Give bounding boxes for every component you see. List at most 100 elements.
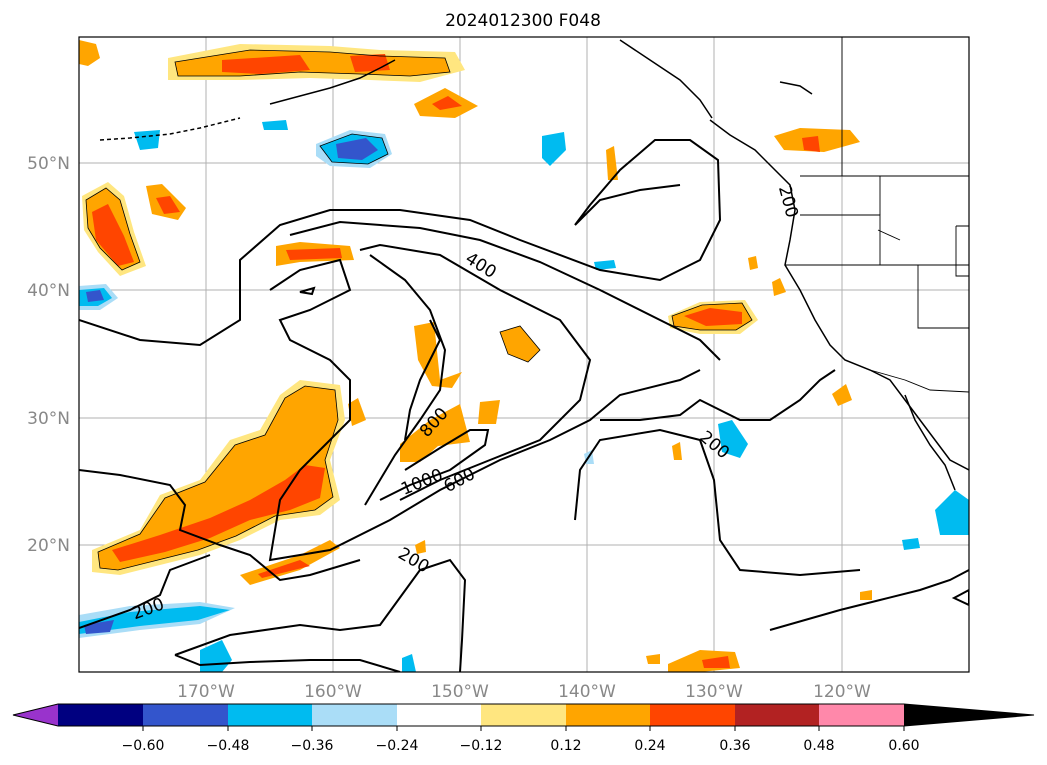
colorbar-segment-4 [312,704,397,726]
colorbar: −0.60 −0.48 −0.36 −0.24 −0.12 0.12 0.24 … [12,703,1035,754]
fill-south-small [672,442,682,460]
colorbar-label-8: 0.36 [719,738,750,754]
contour-800 [364,254,447,506]
map-area [79,37,969,672]
coastline-aleutians [269,59,396,105]
lon-label-140w: 140°W [558,682,616,702]
coastline-north-america [709,119,969,471]
colorbar-segment-6 [481,704,566,726]
coastline-alaska-pan [619,39,713,119]
border-lake [877,229,901,241]
outline-sw-band [97,385,339,571]
border-states-4 [917,265,969,329]
contour-200-southeast [574,428,861,577]
lon-label-150w: 150°W [431,682,489,702]
contour-200-edge [951,588,969,607]
map-title: 2024012300 F048 [445,11,601,31]
colorbar-segment-8 [650,704,735,726]
lat-label-40n: 40°N [27,281,70,301]
political-borders [785,37,969,393]
outline-west-blob [85,187,141,271]
border-states-5 [955,225,969,277]
fill-center-small-mid [500,326,540,362]
contour-400 [289,220,721,361]
contour-lines [79,139,969,672]
fill-sw-neg-strong [84,620,114,634]
fill-south-east-small [860,590,872,600]
lon-label-120w: 120°W [813,682,871,702]
fill-se-neg [935,490,969,535]
coastlines [99,39,969,491]
fill-sw-band-strong [112,465,325,562]
colorbar-label-1: −0.60 [122,738,165,754]
fill-north-neg-strong [336,138,378,160]
contour-600 [359,243,592,501]
colorbar-ticks [142,726,905,731]
contour-200-sw-2 [79,554,211,629]
colorbar-extend-high [904,704,1034,726]
fill-south-edge-strong [702,656,730,668]
colorbar-label-5: −0.12 [460,738,503,754]
fill-nw-neg [134,130,160,150]
colorbar-segment-3 [228,704,312,726]
colorbar-segment-1 [58,704,143,726]
fill-north-band-strong-2 [350,54,390,72]
colorbar-segment-2 [143,704,228,726]
colorbar-outline [12,703,1035,727]
map-frame [78,36,970,673]
colorbar-segment-9 [735,704,819,726]
fill-center-small-2 [348,398,366,426]
lon-label-160w: 160°W [304,682,362,702]
negative-anomaly-fills [79,120,969,672]
fill-outlines [85,49,753,571]
colorbar-extend-low [13,704,58,726]
contour-1000 [379,429,490,501]
contour-200-north [79,139,722,347]
fill-northcenter-strong [432,96,462,110]
border-us-mexico [869,369,969,393]
colorbar-label-4: −0.24 [376,738,419,754]
fill-nw-corner [79,40,100,66]
gridlines [79,37,969,672]
contour-200-east [600,369,836,421]
contour-inner-2 [404,319,442,441]
border-states-1 [800,214,969,266]
fill-ne-blob-strong [802,136,820,152]
fill-sw-neg-mid [79,606,230,634]
colorbar-label-6: 0.12 [550,738,581,754]
coastline-baja [904,394,956,491]
fill-center-bar-strong [286,248,342,260]
colorbar-segment-5 [397,704,481,726]
fill-center-vertical-mid [414,322,462,388]
lat-label-30n: 30°N [27,409,70,429]
fill-east-blob-strong [684,308,742,326]
fill-se-neg-2 [902,538,920,550]
fill-west-blob-strong [92,204,134,266]
contour-200-south [174,558,467,672]
fill-vertical-small [606,146,618,180]
colorbar-label-7: 0.24 [634,738,665,754]
lat-label-50n: 50°N [27,154,70,174]
colorbar-label-2: −0.48 [207,738,250,754]
contour-200-sw [79,469,361,582]
fill-west-blob2-strong [156,196,180,214]
colorbar-segment-10 [819,704,904,726]
fill-sw-band-mid [98,386,338,570]
outline-center-small [499,325,541,363]
contour-200-south-2 [174,654,401,672]
outline-north-band [174,49,451,77]
colorbar-label-10: 0.60 [888,738,919,754]
colorbar-label-9: 0.48 [803,738,834,754]
positive-anomaly-fills [79,40,872,672]
contour-200-southeast-2 [769,569,969,631]
coastline-island [779,81,813,95]
fill-north-neg-3 [542,132,566,166]
lon-label-170w: 170°W [177,682,235,702]
coastline-aleutian-islands [99,117,241,141]
contour-200-inner [268,258,701,562]
fill-baja-small [832,384,852,406]
fill-south-edge-2 [646,654,660,664]
contour-small-loop [299,286,316,296]
fill-west-neg-strong [86,290,104,302]
